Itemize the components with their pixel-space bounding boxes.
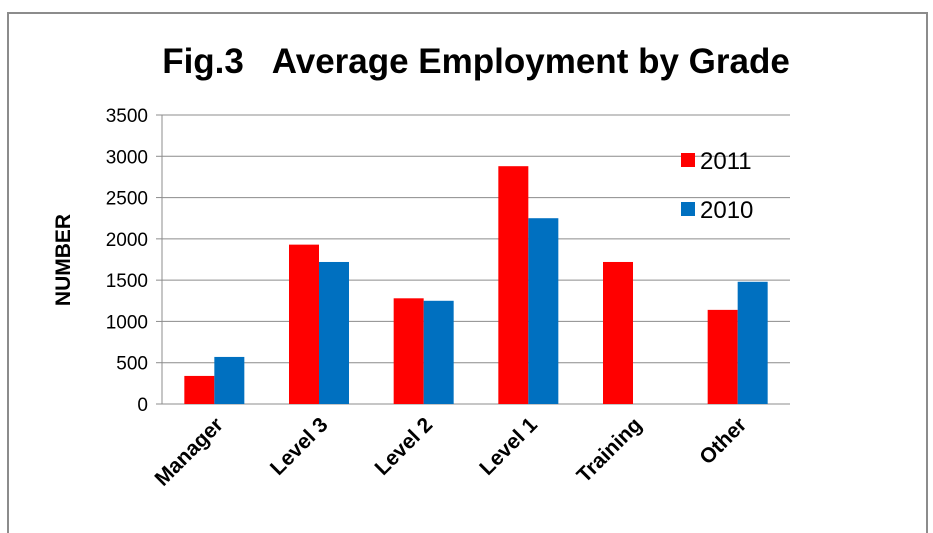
- y-tick-label: 500: [116, 354, 148, 375]
- bar-2010-level-2: [423, 300, 454, 404]
- y-tick-label: 2000: [106, 230, 148, 251]
- x-category-label: Manager: [151, 413, 228, 490]
- x-category-label: Level 1: [475, 413, 542, 480]
- bar-2010-level-3: [319, 261, 349, 404]
- bar-2010-other: [737, 281, 768, 404]
- bars: [184, 166, 768, 404]
- x-category-label: Level 2: [371, 413, 438, 480]
- legend-swatch-2011: [681, 153, 695, 167]
- x-category-label: Training: [573, 413, 647, 487]
- chart-frame: [7, 12, 928, 533]
- bar-2011-manager: [184, 375, 215, 404]
- bar-2010-level-1: [528, 218, 559, 404]
- y-tick-label: 2500: [106, 189, 148, 210]
- y-tick-label: 1500: [106, 271, 148, 292]
- bar-2011-other: [707, 309, 738, 404]
- legend-label: 2010: [700, 197, 753, 224]
- x-category-label: Other: [695, 413, 751, 469]
- legend: 2011 2010: [681, 148, 753, 224]
- x-category-label: Level 3: [266, 413, 333, 480]
- legend-swatch-2010: [681, 202, 695, 216]
- y-axis-ticks: 0 500 1000 1500 2000 2500 3000 3500: [106, 106, 148, 416]
- gridlines: [156, 114, 790, 405]
- y-tick-label: 3500: [106, 106, 148, 127]
- chart-title: Fig.3 Average Employment by Grade: [162, 42, 790, 81]
- y-axis-label: NUMBER: [52, 214, 75, 306]
- y-tick-label: 3000: [106, 147, 148, 168]
- x-axis-categories: Manager Level 3 Level 2 Level 1 Training Othe…: [151, 413, 752, 491]
- bar-2010-manager: [214, 356, 245, 404]
- y-tick-label: 0: [137, 395, 148, 416]
- y-tick-label: 1000: [106, 312, 148, 333]
- bar-2011-training: [603, 261, 633, 404]
- bar-2011-level-1: [498, 166, 529, 404]
- bar-2011-level-2: [393, 298, 424, 404]
- bar-2011-level-3: [289, 244, 319, 404]
- legend-label: 2011: [700, 148, 752, 175]
